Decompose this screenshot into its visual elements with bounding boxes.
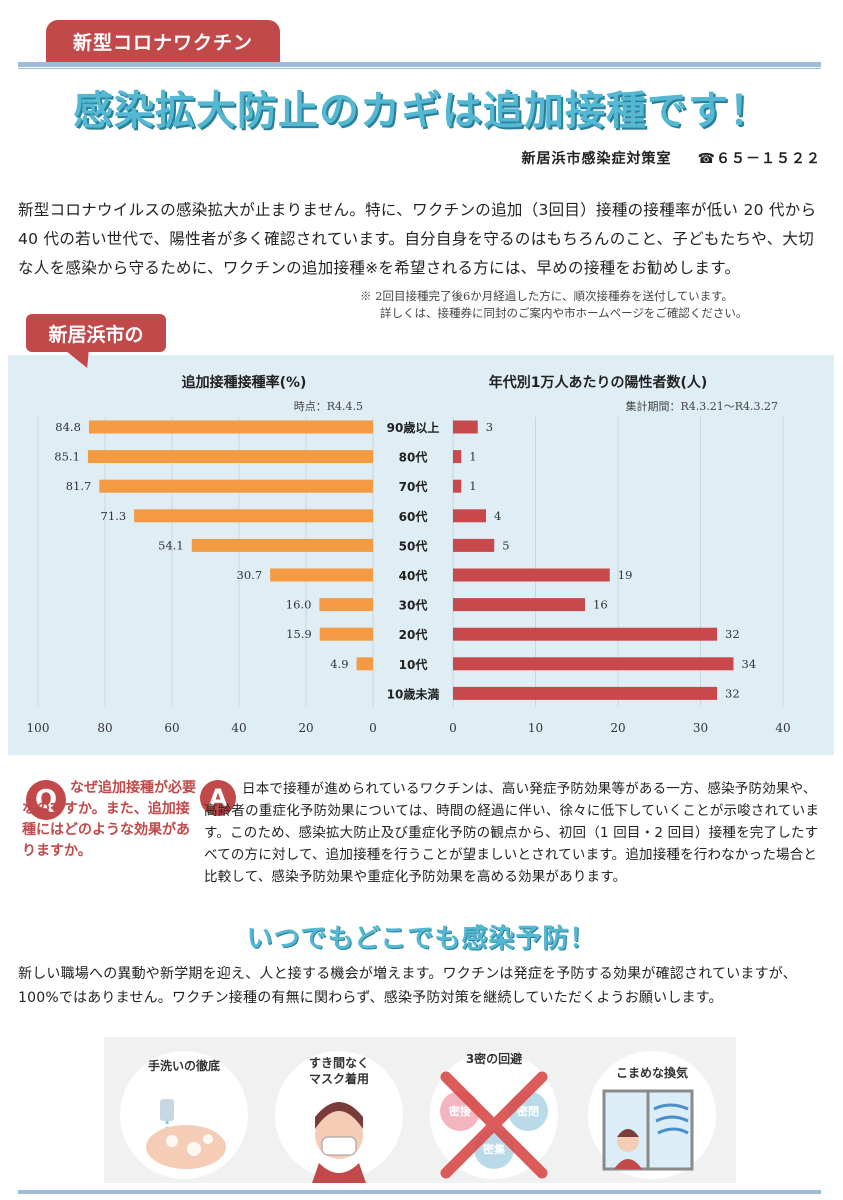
office-name: 新居浜市感染症対策室: [521, 151, 672, 167]
hand-wash-icon: 手洗いの徹底: [120, 1051, 248, 1179]
charts-svg: 100 80 60 40 20 0 0 10 20 30 40 追加接種接種率(%) 時点：R4.4.5…: [27, 374, 791, 735]
intro-text: 新型コロナウイルスの感染拡大が止まりません。特に、ワクチンの追加（3回目）接種の…: [18, 201, 817, 277]
left-bar-value: 71.3: [101, 509, 127, 523]
left-bar-value: 15.9: [286, 627, 312, 641]
right-tick-label: 20: [610, 721, 625, 735]
left-bar-value: 84.8: [55, 420, 81, 434]
city-tag: 新居浜市の: [26, 314, 166, 352]
category-label: 80代: [399, 450, 428, 465]
right-bar-value: 5: [502, 538, 509, 552]
prevention-label-1: 手洗いの徹底: [148, 1058, 220, 1073]
left-tick-label: 100: [27, 721, 50, 735]
right-bar: [453, 509, 486, 523]
right-tick-label: 10: [528, 721, 543, 735]
prevention-sub-1: 密接: [449, 1104, 471, 1118]
right-bar: [453, 686, 717, 700]
category-label: 20代: [399, 627, 428, 642]
right-bar: [453, 538, 495, 552]
right-chart-title: 年代別1万人あたりの陽性者数(人): [489, 374, 708, 391]
right-bar: [453, 479, 462, 493]
left-chart-title: 追加接種接種率(%): [182, 374, 307, 391]
left-bar: [99, 479, 374, 493]
right-bar-value: 32: [725, 627, 740, 641]
prevention-label-3: 3密の回避: [466, 1051, 522, 1066]
prevention-label-2b: マスク着用: [309, 1071, 369, 1086]
right-tick-label: 30: [693, 721, 708, 735]
right-tick-label: 40: [775, 721, 790, 735]
prevention-label-2a: すき間なく: [309, 1056, 369, 1070]
left-tick-label: 40: [231, 721, 246, 735]
avoid-3c-icon: 3密の回避 密接 密閉 密集: [430, 1051, 558, 1179]
prevention-text: 新しい職場への異動や新学期を迎え、人と接する機会が増えます。ワクチンは発症を予防…: [18, 966, 797, 1006]
left-tick-label: 60: [164, 721, 179, 735]
left-tick-label: 80: [97, 721, 112, 735]
left-chart-note: 時点：R4.4.5: [294, 400, 363, 413]
category-label: 90歳以上: [387, 420, 440, 435]
right-bar-value: 4: [494, 509, 501, 523]
left-bar: [270, 568, 373, 582]
category-label: 30代: [399, 598, 428, 613]
right-bar-value: 34: [742, 657, 757, 671]
answer-badge: A: [200, 780, 236, 816]
phone-number: ☎６５－１５２２: [697, 151, 821, 167]
left-tick-label: 0: [369, 721, 377, 735]
right-bar-value: 16: [593, 598, 608, 612]
category-label: 70代: [399, 479, 428, 494]
footnote-line-2: 詳しくは、接種券に同封のご案内や市ホームページをご確認ください。: [380, 306, 748, 320]
mask-icon: すき間なく マスク着用: [275, 1051, 403, 1183]
right-bar-value: 1: [469, 479, 476, 493]
left-bar: [191, 538, 373, 552]
right-bar: [453, 420, 478, 434]
left-bar: [319, 627, 373, 641]
right-bar: [453, 450, 462, 464]
category-label: 40代: [399, 568, 428, 583]
left-bar: [87, 450, 373, 464]
bottom-rule: [18, 1190, 821, 1194]
left-bar: [88, 420, 374, 434]
category-label: 50代: [399, 538, 428, 553]
right-bar-value: 1: [469, 450, 476, 464]
section-tag: 新型コロナワクチン: [46, 20, 280, 62]
left-bar-value: 81.7: [66, 479, 92, 493]
intro-footnote: ※ 2回目接種完了後6か月経過した方に、順次接種券を送付しています。 詳しくは、…: [360, 288, 830, 322]
right-bar: [453, 568, 610, 582]
left-bar-value: 16.0: [286, 598, 312, 612]
headline: 感染拡大防止のカギは追加接種です！: [73, 88, 770, 134]
question-badge: Q: [26, 780, 66, 820]
right-bar: [453, 598, 585, 612]
left-bar-value: 85.1: [54, 450, 80, 464]
right-bar: [453, 657, 734, 671]
prevention-sub-2: 密閉: [517, 1104, 539, 1118]
left-bar-value: 4.9: [330, 657, 348, 671]
right-tick-label: 0: [449, 721, 457, 735]
right-chart-note: 集計期間：R4.3.21～R4.3.27: [625, 399, 778, 413]
prevention-label-4: こまめな換気: [616, 1065, 688, 1080]
category-label: 10歳未満: [387, 686, 440, 701]
right-bar-value: 19: [618, 568, 633, 582]
prevention-sub-3: 密集: [483, 1142, 506, 1156]
category-label: 60代: [399, 509, 428, 524]
left-bar: [134, 509, 373, 523]
top-rule: [18, 62, 821, 67]
office-contact: 新居浜市感染症対策室 ☎６５－１５２２: [522, 148, 821, 168]
answer-text: 日本で接種が進められているワクチンは、高い発症予防効果等がある一方、感染予防効果…: [204, 781, 820, 885]
left-bar-value: 54.1: [158, 538, 184, 552]
question-text: なぜ追加接種が必要なのですか。また、追加接種にはどのような効果がありますか。: [22, 780, 196, 859]
right-bar-value: 32: [725, 686, 740, 700]
prevention-illustrations: 手洗いの徹底 すき間なく マスク着用 3密の回避 密接 密閉: [104, 1037, 736, 1183]
left-tick-label: 20: [298, 721, 313, 735]
left-bar: [319, 598, 373, 612]
left-bar-value: 30.7: [237, 568, 263, 582]
ventilation-icon: こまめな換気: [588, 1051, 716, 1179]
right-bar: [453, 627, 717, 641]
top-rule-thin: [18, 68, 821, 69]
left-bar: [356, 657, 373, 671]
prevention-heading: いつでもどこでも感染予防！: [246, 924, 597, 954]
category-label: 10代: [399, 657, 428, 672]
footnote-line-1: ※ 2回目接種完了後6か月経過した方に、順次接種券を送付しています。: [360, 289, 733, 303]
right-bar-value: 3: [486, 420, 493, 434]
